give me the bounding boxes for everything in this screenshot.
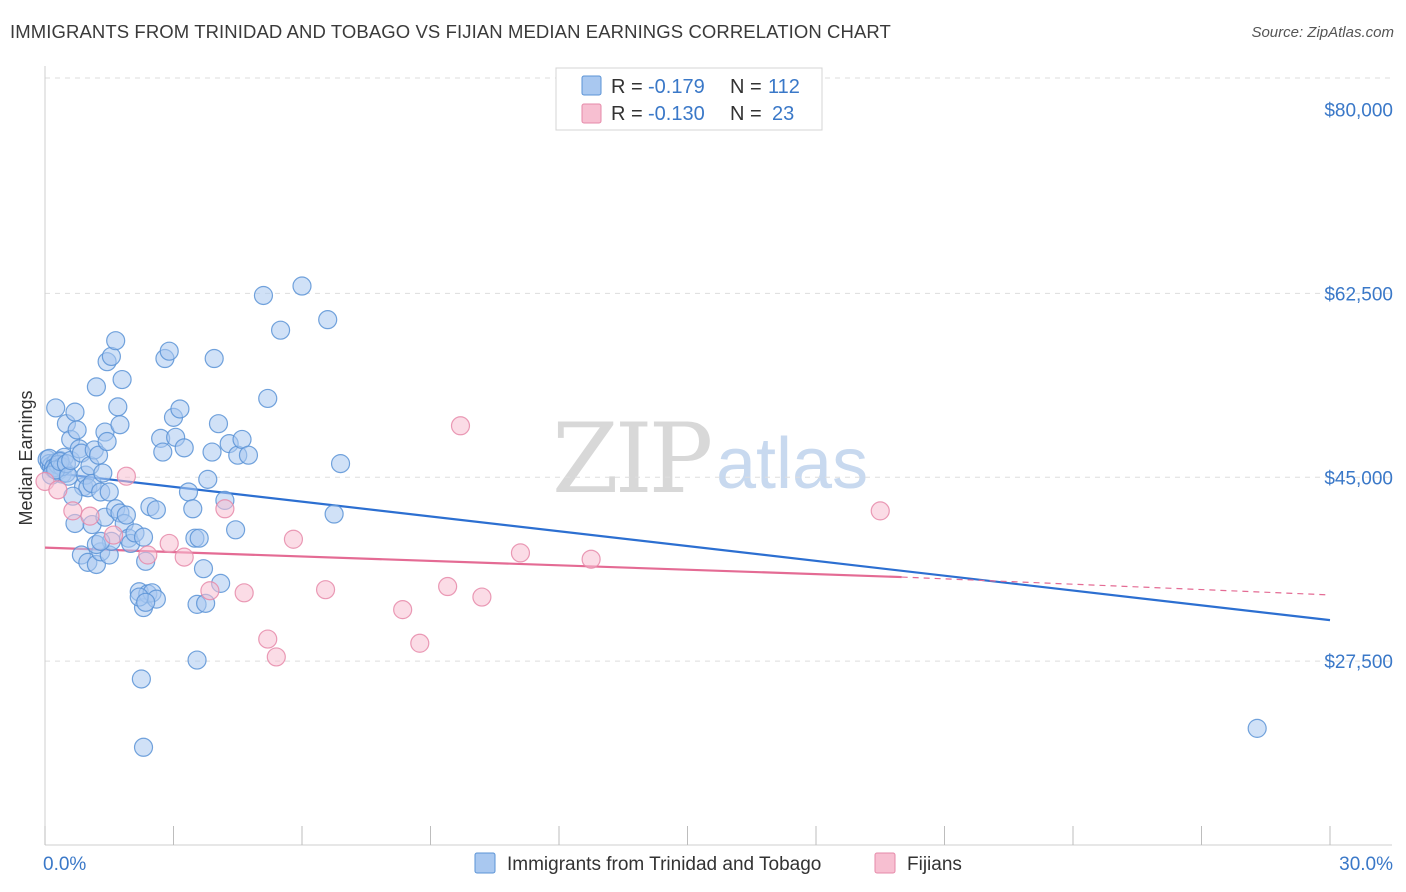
point-trinidad-tobago bbox=[324, 504, 344, 524]
point-trinidad-tobago bbox=[330, 454, 351, 474]
legend-swatch-pink bbox=[874, 852, 896, 874]
point-fijian bbox=[510, 543, 531, 563]
y-axis-label: Median Earnings bbox=[16, 390, 36, 525]
y-tick-labels: $80,000 $62,500 $45,000 $27,500 bbox=[1324, 101, 1393, 674]
point-fijian bbox=[438, 576, 458, 597]
point-trinidad-tobago bbox=[270, 320, 291, 340]
point-trinidad-tobago bbox=[131, 669, 151, 689]
point-trinidad-tobago bbox=[146, 500, 166, 520]
stats-r-label-blue: R = bbox=[611, 76, 643, 98]
point-trinidad-tobago bbox=[101, 346, 121, 367]
y-tick-label: $45,000 bbox=[1324, 468, 1393, 489]
point-fijian bbox=[200, 581, 220, 601]
point-trinidad-tobago bbox=[189, 528, 209, 548]
point-trinidad-tobago bbox=[65, 402, 85, 422]
point-fijian bbox=[215, 499, 235, 519]
point-trinidad-tobago bbox=[110, 415, 130, 435]
point-fijian bbox=[80, 506, 100, 526]
point-fijian bbox=[283, 529, 304, 549]
point-trinidad-tobago bbox=[253, 285, 274, 306]
trend-line-trinidad-tobago bbox=[44, 470, 1331, 622]
point-trinidad-tobago bbox=[136, 592, 156, 612]
point-trinidad-tobago bbox=[97, 431, 117, 452]
stats-r-label-pink: R = bbox=[611, 103, 643, 125]
stats-swatch-blue bbox=[581, 75, 602, 96]
point-trinidad-tobago bbox=[226, 520, 246, 540]
point-fijian bbox=[159, 533, 179, 554]
point-trinidad-tobago bbox=[204, 348, 224, 369]
watermark-zip: ZIP bbox=[552, 403, 711, 515]
point-trinidad-tobago bbox=[187, 650, 207, 670]
point-trinidad-tobago bbox=[153, 442, 173, 462]
stats-n-value-pink: 23 bbox=[772, 103, 794, 125]
x-tick-label-max: 30.0% bbox=[1339, 854, 1393, 875]
legend-label-pink: Fijians bbox=[907, 854, 962, 875]
stats-r-value-blue: -0.179 bbox=[648, 76, 705, 98]
point-trinidad-tobago bbox=[183, 499, 203, 519]
legend-swatch-blue bbox=[474, 852, 496, 874]
stats-swatch-pink bbox=[581, 103, 602, 124]
point-trinidad-tobago bbox=[208, 414, 229, 434]
point-fijian bbox=[393, 600, 413, 620]
point-fijian bbox=[174, 547, 194, 567]
point-trinidad-tobago bbox=[318, 310, 338, 330]
point-trinidad-tobago bbox=[258, 388, 278, 409]
point-trinidad-tobago bbox=[193, 559, 214, 579]
gridlines bbox=[45, 77, 1392, 662]
stats-n-value-blue: 112 bbox=[768, 76, 800, 98]
point-trinidad-tobago bbox=[108, 397, 128, 417]
point-trinidad-tobago bbox=[67, 420, 87, 440]
trend-line-fijian bbox=[44, 546, 902, 579]
point-trinidad-tobago bbox=[202, 442, 222, 462]
legend-label-blue: Immigrants from Trinidad and Tobago bbox=[507, 854, 821, 875]
point-fijian bbox=[48, 480, 68, 500]
point-fijian bbox=[103, 525, 124, 545]
point-trinidad-tobago bbox=[86, 377, 107, 397]
point-trinidad-tobago bbox=[112, 369, 132, 390]
point-trinidad-tobago bbox=[170, 399, 190, 419]
stats-legend: R = -0.179 N = 112 R = -0.130 N = 23 bbox=[555, 67, 823, 131]
point-trinidad-tobago bbox=[133, 737, 154, 757]
point-trinidad-tobago bbox=[292, 276, 312, 296]
stats-n-label-pink: N = bbox=[730, 103, 762, 125]
point-fijian bbox=[450, 416, 471, 436]
point-trinidad-tobago bbox=[93, 463, 113, 483]
point-trinidad-tobago bbox=[88, 445, 109, 465]
point-fijian bbox=[472, 587, 492, 607]
point-trinidad-tobago bbox=[238, 445, 259, 465]
point-fijian bbox=[410, 633, 430, 653]
point-fijian bbox=[138, 545, 158, 565]
series-legend: Immigrants from Trinidad and Tobago Fiji… bbox=[474, 852, 962, 875]
point-trinidad-tobago bbox=[174, 438, 194, 458]
point-trinidad-tobago bbox=[178, 482, 199, 502]
point-fijian bbox=[116, 466, 136, 486]
point-trinidad-tobago bbox=[198, 469, 218, 489]
point-fijian bbox=[234, 583, 254, 603]
point-trinidad-tobago bbox=[133, 527, 154, 547]
point-trinidad-tobago bbox=[116, 505, 136, 525]
chart-title: IMMIGRANTS FROM TRINIDAD AND TOBAGO VS F… bbox=[10, 21, 891, 42]
y-tick-label: $27,500 bbox=[1324, 652, 1393, 673]
point-fijian bbox=[581, 549, 601, 569]
y-tick-label: $80,000 bbox=[1324, 101, 1393, 122]
point-trinidad-tobago bbox=[99, 482, 119, 502]
point-fijian bbox=[63, 501, 83, 521]
x-tick-label-min: 0.0% bbox=[43, 854, 86, 875]
point-fijian bbox=[266, 647, 286, 667]
point-fijian bbox=[870, 501, 890, 521]
trend-line-fijian-extension bbox=[901, 576, 1331, 596]
y-tick-label: $62,500 bbox=[1324, 284, 1393, 305]
stats-r-value-pink: -0.130 bbox=[648, 103, 705, 125]
source-credit: Source: ZipAtlas.com bbox=[1251, 24, 1394, 41]
point-trinidad-tobago bbox=[159, 341, 179, 361]
point-trinidad-tobago bbox=[106, 331, 126, 351]
point-trinidad-tobago bbox=[46, 398, 66, 418]
point-fijian bbox=[258, 629, 278, 649]
stats-n-label-blue: N = bbox=[730, 76, 762, 98]
point-fijian bbox=[315, 580, 336, 600]
data-points bbox=[35, 276, 1267, 757]
point-trinidad-tobago bbox=[1247, 718, 1267, 738]
watermark-atlas: atlas bbox=[716, 424, 868, 504]
